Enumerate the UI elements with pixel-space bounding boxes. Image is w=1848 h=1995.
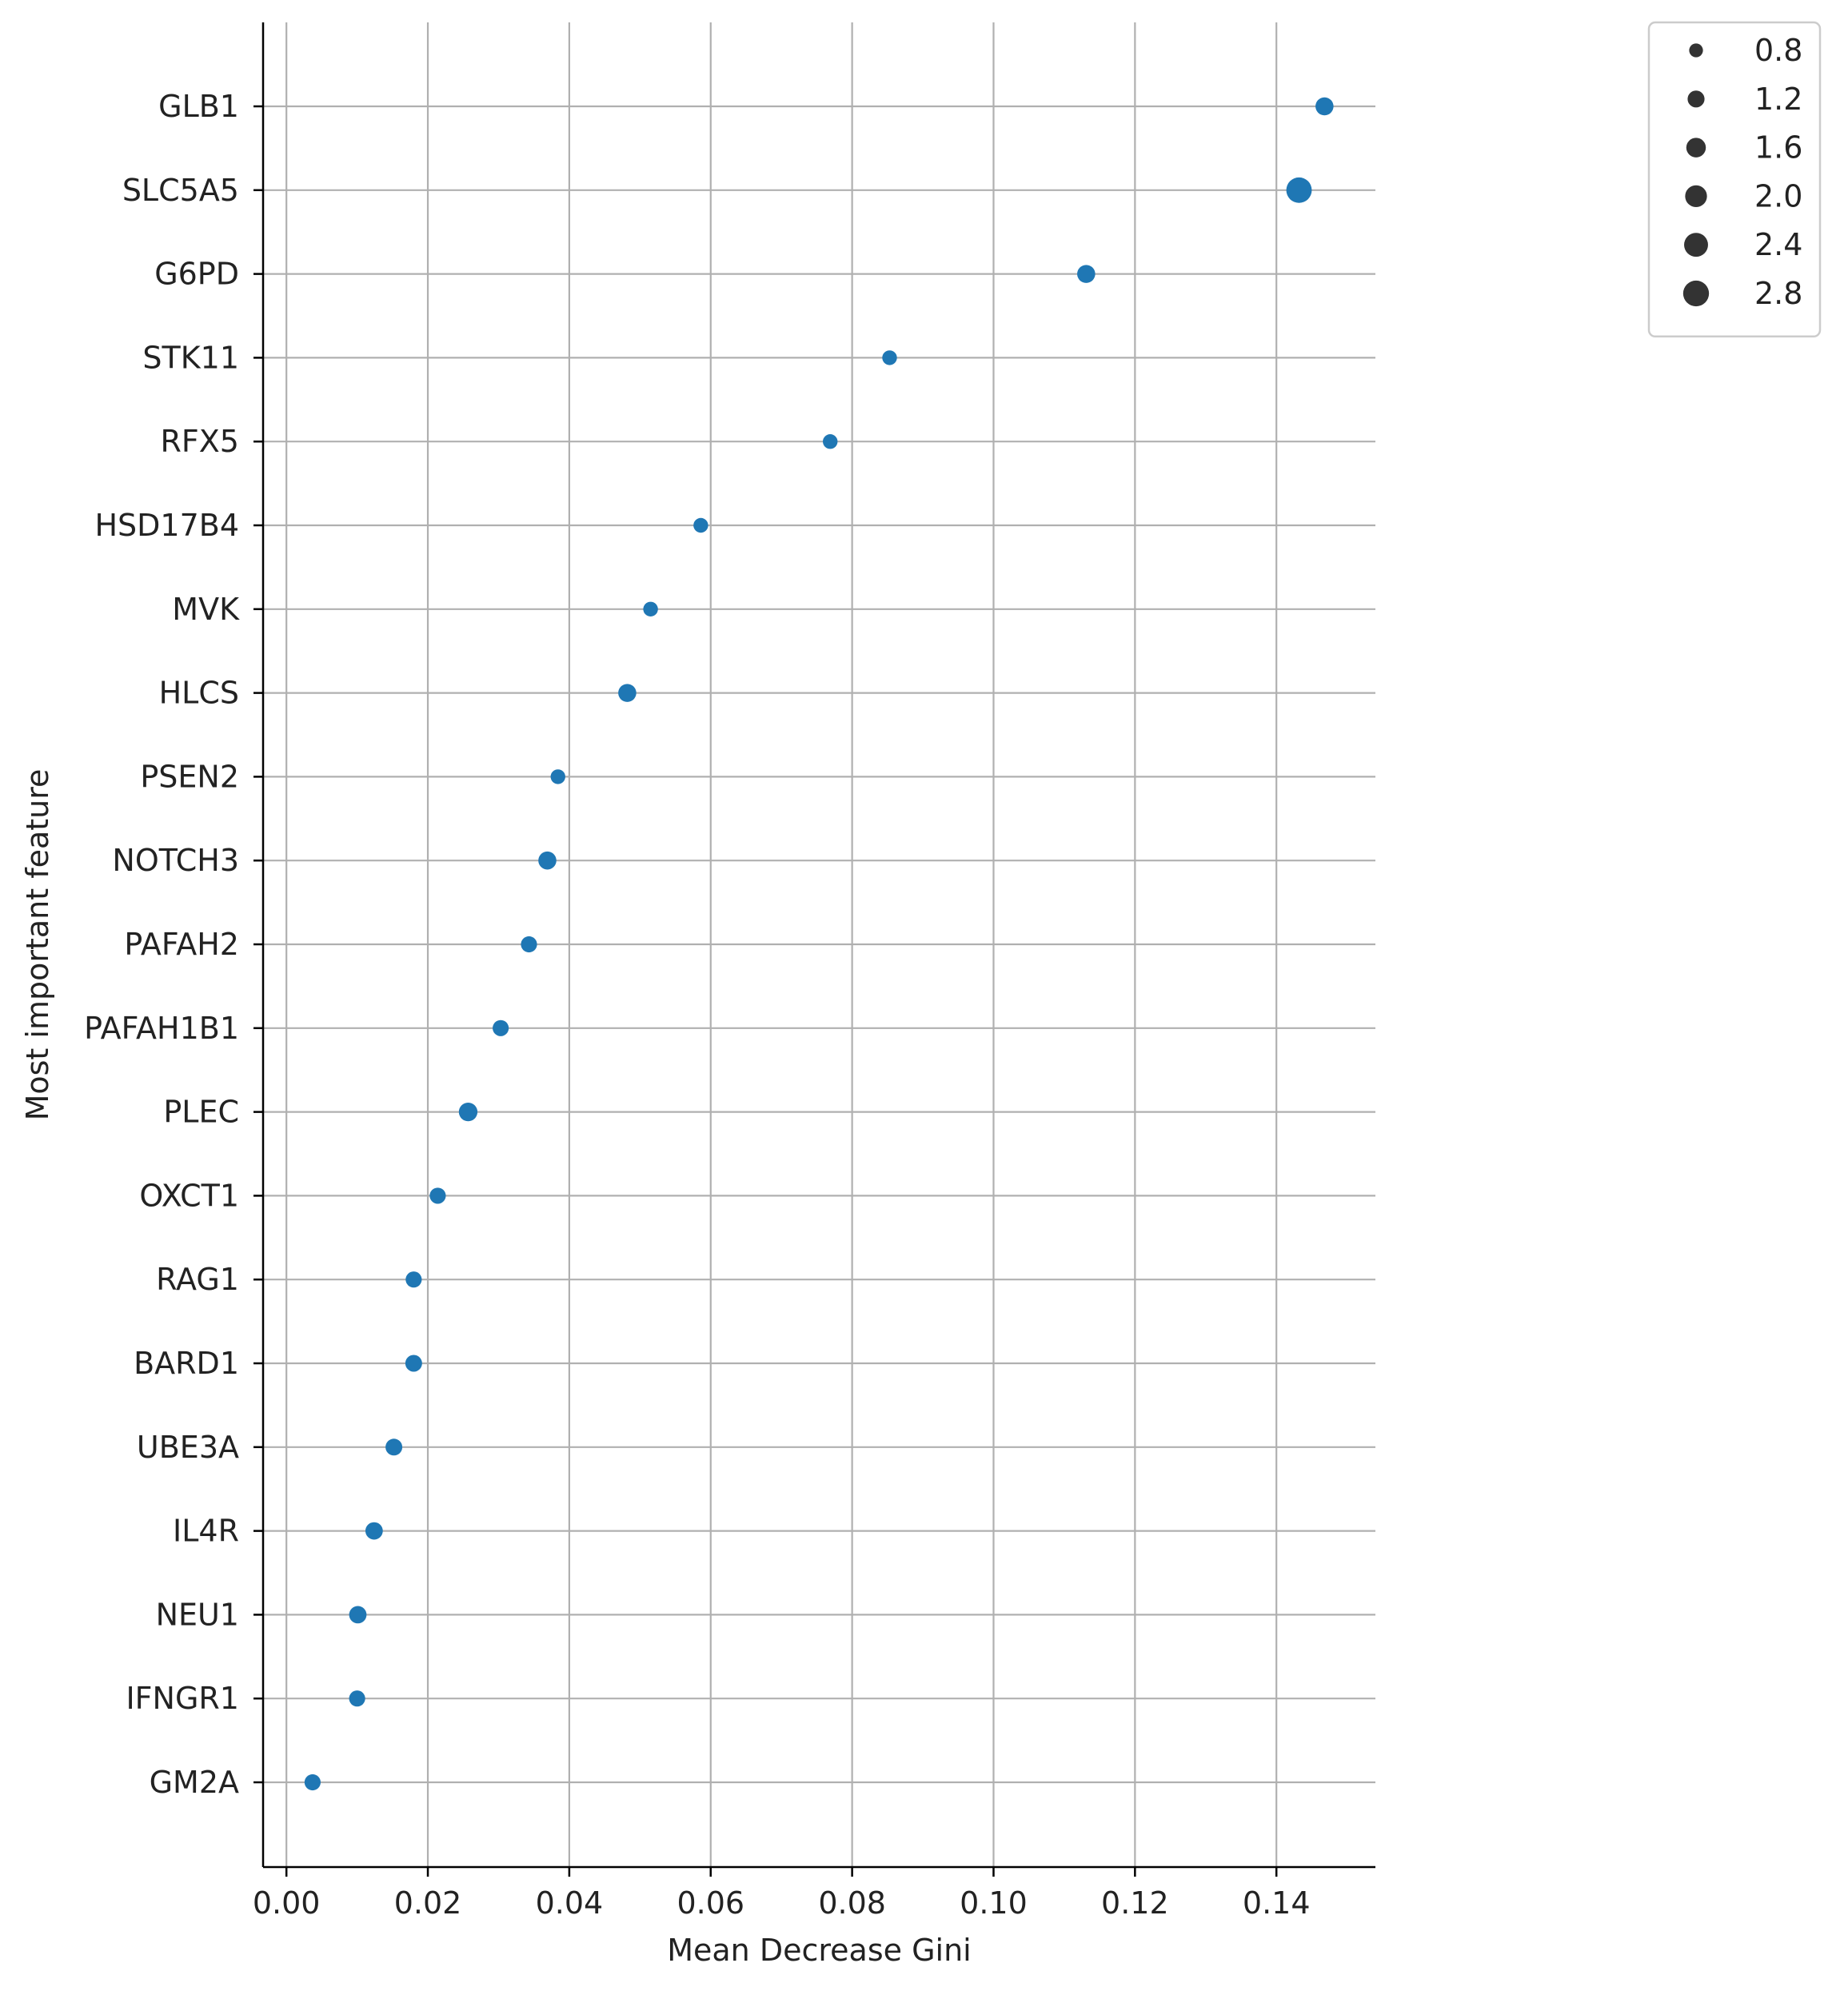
data-point (385, 1438, 403, 1456)
grid-layer (263, 22, 1375, 1867)
legend-marker (1686, 138, 1706, 158)
y-tick-label: HLCS (159, 676, 239, 711)
legend-label: 2.0 (1754, 178, 1802, 213)
data-point (643, 601, 658, 616)
legend-label: 1.6 (1754, 130, 1802, 166)
data-point (618, 684, 637, 702)
x-tick-label: 0.08 (818, 1885, 886, 1921)
data-point (458, 1102, 478, 1122)
x-tick-label: 0.12 (1101, 1885, 1169, 1921)
y-tick-label: OXCT1 (139, 1178, 239, 1213)
legend: 0.8 1.2 1.6 2.0 2.4 2.8 (1647, 21, 1822, 338)
x-tick-label: 0.00 (253, 1885, 321, 1921)
ticks-layer: 0.00 0.02 0.04 0.06 0.08 0.10 0.12 0.14 GLB1 SLC5… (84, 89, 1310, 1921)
y-tick-label: PLEC (163, 1095, 239, 1130)
y-tick-label: PAFAH1B1 (84, 1011, 239, 1046)
x-tick-label: 0.06 (677, 1885, 744, 1921)
legend-marker (1687, 90, 1705, 108)
y-tick-label: IL4R (173, 1514, 239, 1549)
y-tick-label: GM2A (150, 1765, 239, 1800)
legend-label: 2.8 (1754, 276, 1802, 311)
data-point (550, 769, 565, 784)
points-layer (304, 97, 1334, 1791)
data-point (693, 517, 708, 533)
data-point (823, 434, 838, 449)
legend-marker (1684, 233, 1708, 257)
data-point (349, 1690, 365, 1707)
data-point (429, 1187, 446, 1204)
y-tick-label: GLB1 (158, 89, 239, 124)
data-point (1315, 97, 1334, 116)
y-tick-label: NEU1 (156, 1597, 239, 1632)
y-tick-label: STK11 (142, 340, 239, 375)
legend-label: 0.8 (1754, 33, 1802, 68)
y-tick-label: MVK (172, 592, 240, 627)
data-point (521, 936, 537, 953)
y-tick-label: PSEN2 (140, 759, 239, 794)
y-tick-label: IFNGR1 (126, 1681, 239, 1716)
x-tick-label: 0.14 (1243, 1885, 1311, 1921)
data-point (365, 1522, 383, 1540)
data-point (1286, 177, 1312, 203)
legend-label: 2.4 (1754, 227, 1802, 262)
x-tick-label: 0.10 (960, 1885, 1028, 1921)
data-point (493, 1019, 509, 1036)
data-point (405, 1355, 422, 1372)
legend-marker (1682, 280, 1710, 307)
y-tick-label: G6PD (154, 257, 239, 292)
legend-marker (1685, 185, 1707, 208)
y-tick-label: RAG1 (156, 1262, 239, 1297)
data-point (538, 851, 557, 870)
data-point (304, 1774, 321, 1791)
y-tick-label: BARD1 (134, 1346, 239, 1381)
y-axis-label: Most important feature (20, 769, 55, 1121)
y-tick-label: HSD17B4 (94, 508, 239, 543)
legend-label: 1.2 (1754, 82, 1802, 117)
data-point (882, 350, 897, 365)
data-point (349, 1606, 367, 1624)
data-point (405, 1271, 422, 1288)
x-tick-label: 0.04 (536, 1885, 604, 1921)
y-tick-label: UBE3A (137, 1430, 239, 1465)
x-tick-label: 0.02 (394, 1885, 462, 1921)
y-tick-label: RFX5 (161, 424, 239, 459)
x-axis-label: Mean Decrease Gini (667, 1933, 972, 1968)
y-tick-label: PAFAH2 (124, 927, 239, 962)
legend-marker (1689, 43, 1703, 58)
y-tick-label: SLC5A5 (122, 173, 239, 208)
y-tick-label: NOTCH3 (112, 843, 239, 878)
data-point (1077, 265, 1096, 283)
